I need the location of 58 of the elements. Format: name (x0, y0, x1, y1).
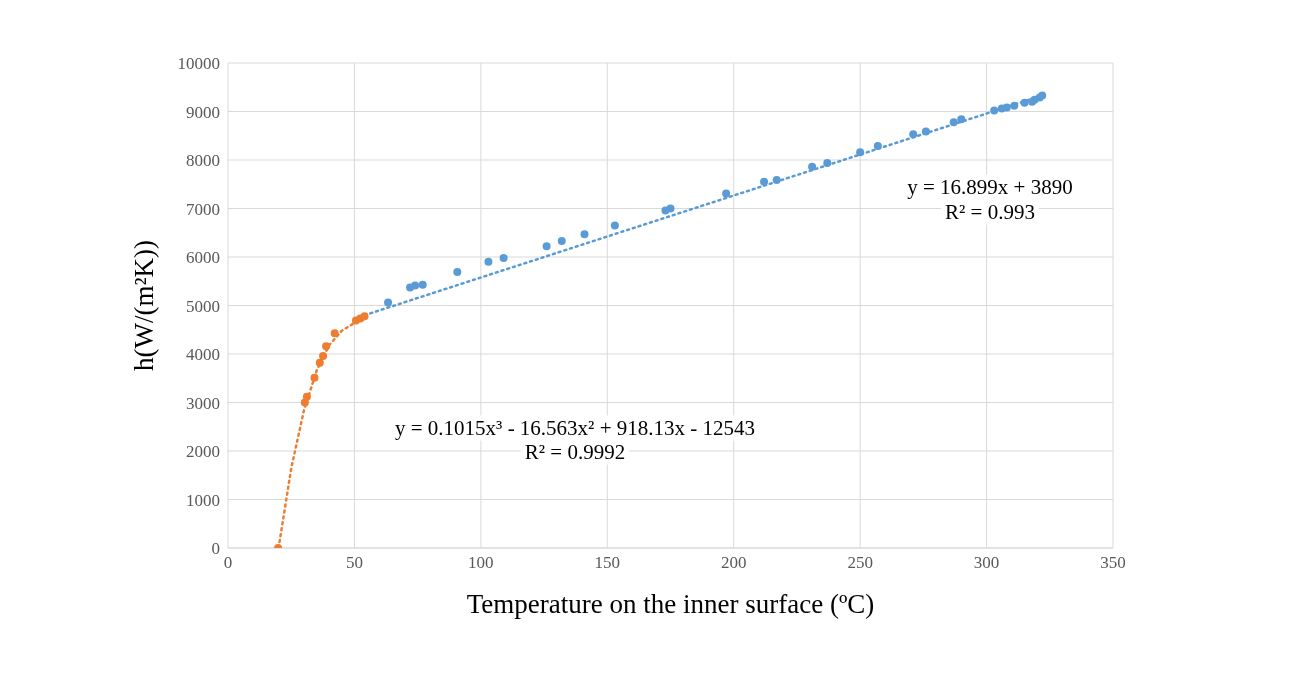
annotation: R² = 0.9992 (520, 439, 630, 465)
x-tick-label: 0 (223, 553, 233, 573)
y-tick-label: 3000 (186, 393, 220, 413)
point (580, 230, 589, 239)
point (1020, 98, 1029, 107)
y-tick-label: 9000 (186, 102, 220, 122)
point (921, 127, 930, 136)
x-tick-label: 50 (345, 553, 363, 573)
y-tick-label: 7000 (186, 199, 220, 219)
point (949, 118, 958, 127)
point (315, 358, 324, 367)
point (772, 175, 781, 184)
annotation: y = 0.1015x³ - 16.563x² + 918.13x - 12543 (390, 415, 760, 441)
x-tick-label: 350 (1100, 553, 1126, 573)
y-tick-label: 0 (211, 539, 220, 559)
point (873, 141, 882, 150)
y-tick-label: 1000 (186, 490, 220, 510)
point (957, 115, 966, 124)
point (808, 162, 817, 171)
point (484, 257, 493, 266)
point (319, 351, 328, 360)
x-tick-label: 150 (594, 553, 621, 573)
y-tick-label: 4000 (186, 345, 220, 365)
point (557, 237, 566, 245)
point (310, 373, 319, 382)
point (722, 189, 731, 198)
y-tick-label: 2000 (186, 442, 220, 462)
point (1010, 101, 1019, 110)
x-tick-label: 100 (468, 553, 494, 573)
point (666, 204, 675, 213)
point (499, 253, 508, 262)
point (610, 221, 619, 230)
y-tick-label: 8000 (186, 151, 220, 171)
y-tick-label: 6000 (186, 248, 220, 268)
point (760, 177, 769, 186)
point (330, 329, 339, 338)
point (302, 392, 311, 401)
y-tick-label: 10000 (177, 54, 220, 74)
annotation: y = 16.899x + 3890 (903, 174, 1077, 200)
point (418, 280, 427, 289)
x-tick-label: 250 (847, 553, 873, 573)
point (856, 148, 865, 157)
point (322, 342, 331, 351)
x-axis-title: Temperature on the inner surface (ºC) (466, 589, 875, 619)
point (909, 130, 918, 139)
point (360, 312, 369, 321)
point (542, 242, 551, 251)
point (411, 281, 420, 290)
point (453, 268, 462, 277)
x-tick-label: 200 (720, 553, 747, 573)
x-tick-label: 300 (973, 553, 1000, 573)
y-tick-label: 5000 (186, 296, 220, 316)
annotation: R² = 0.993 (941, 199, 1039, 225)
point (990, 106, 999, 115)
y-axis-title: h(W/(m²K)) (128, 239, 159, 372)
point (384, 298, 393, 307)
point (823, 158, 832, 167)
point (1002, 103, 1011, 112)
